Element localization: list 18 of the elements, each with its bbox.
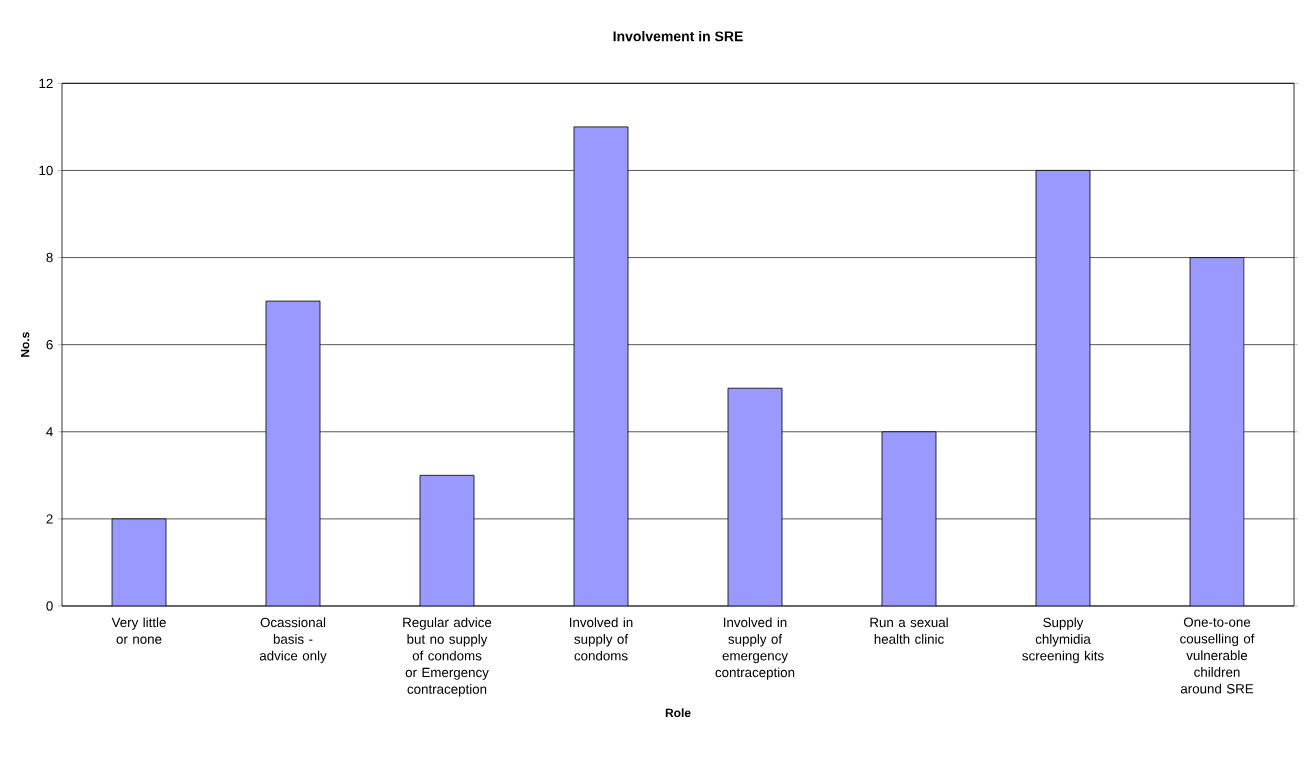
x-tick-label: Run a sexual health clinic	[870, 617, 948, 644]
y-tick-label: 6	[46, 339, 53, 350]
y-tick-label: 10	[39, 165, 53, 176]
y-tick-label: 2	[46, 514, 53, 524]
x-tick-label: Involved in supply of emergency contraception	[715, 617, 795, 680]
y-tick-label: 8	[46, 252, 53, 263]
y-tick-label: 4	[46, 427, 53, 437]
x-tick-label: Supply chlymidia screening kits	[1022, 617, 1104, 664]
chart-title: Involvement in SRE	[613, 31, 743, 42]
x-tick-label: Ocassional basis - advice only	[259, 617, 327, 664]
x-tick-label: Involved in supply of condoms	[570, 617, 633, 661]
x-tick-label: Very little or none	[111, 617, 166, 644]
x-axis-title: Role	[665, 708, 691, 718]
y-tick-label: 12	[39, 78, 53, 88]
x-tick-label: Regular advice but no supply of condoms or Emergency contraception	[403, 617, 492, 697]
y-axis-title: No.s	[20, 332, 30, 357]
y-tick-label: 0	[46, 601, 53, 611]
x-tick-label: One-to-one couselling of vulnerable children around SRE	[1180, 617, 1255, 694]
